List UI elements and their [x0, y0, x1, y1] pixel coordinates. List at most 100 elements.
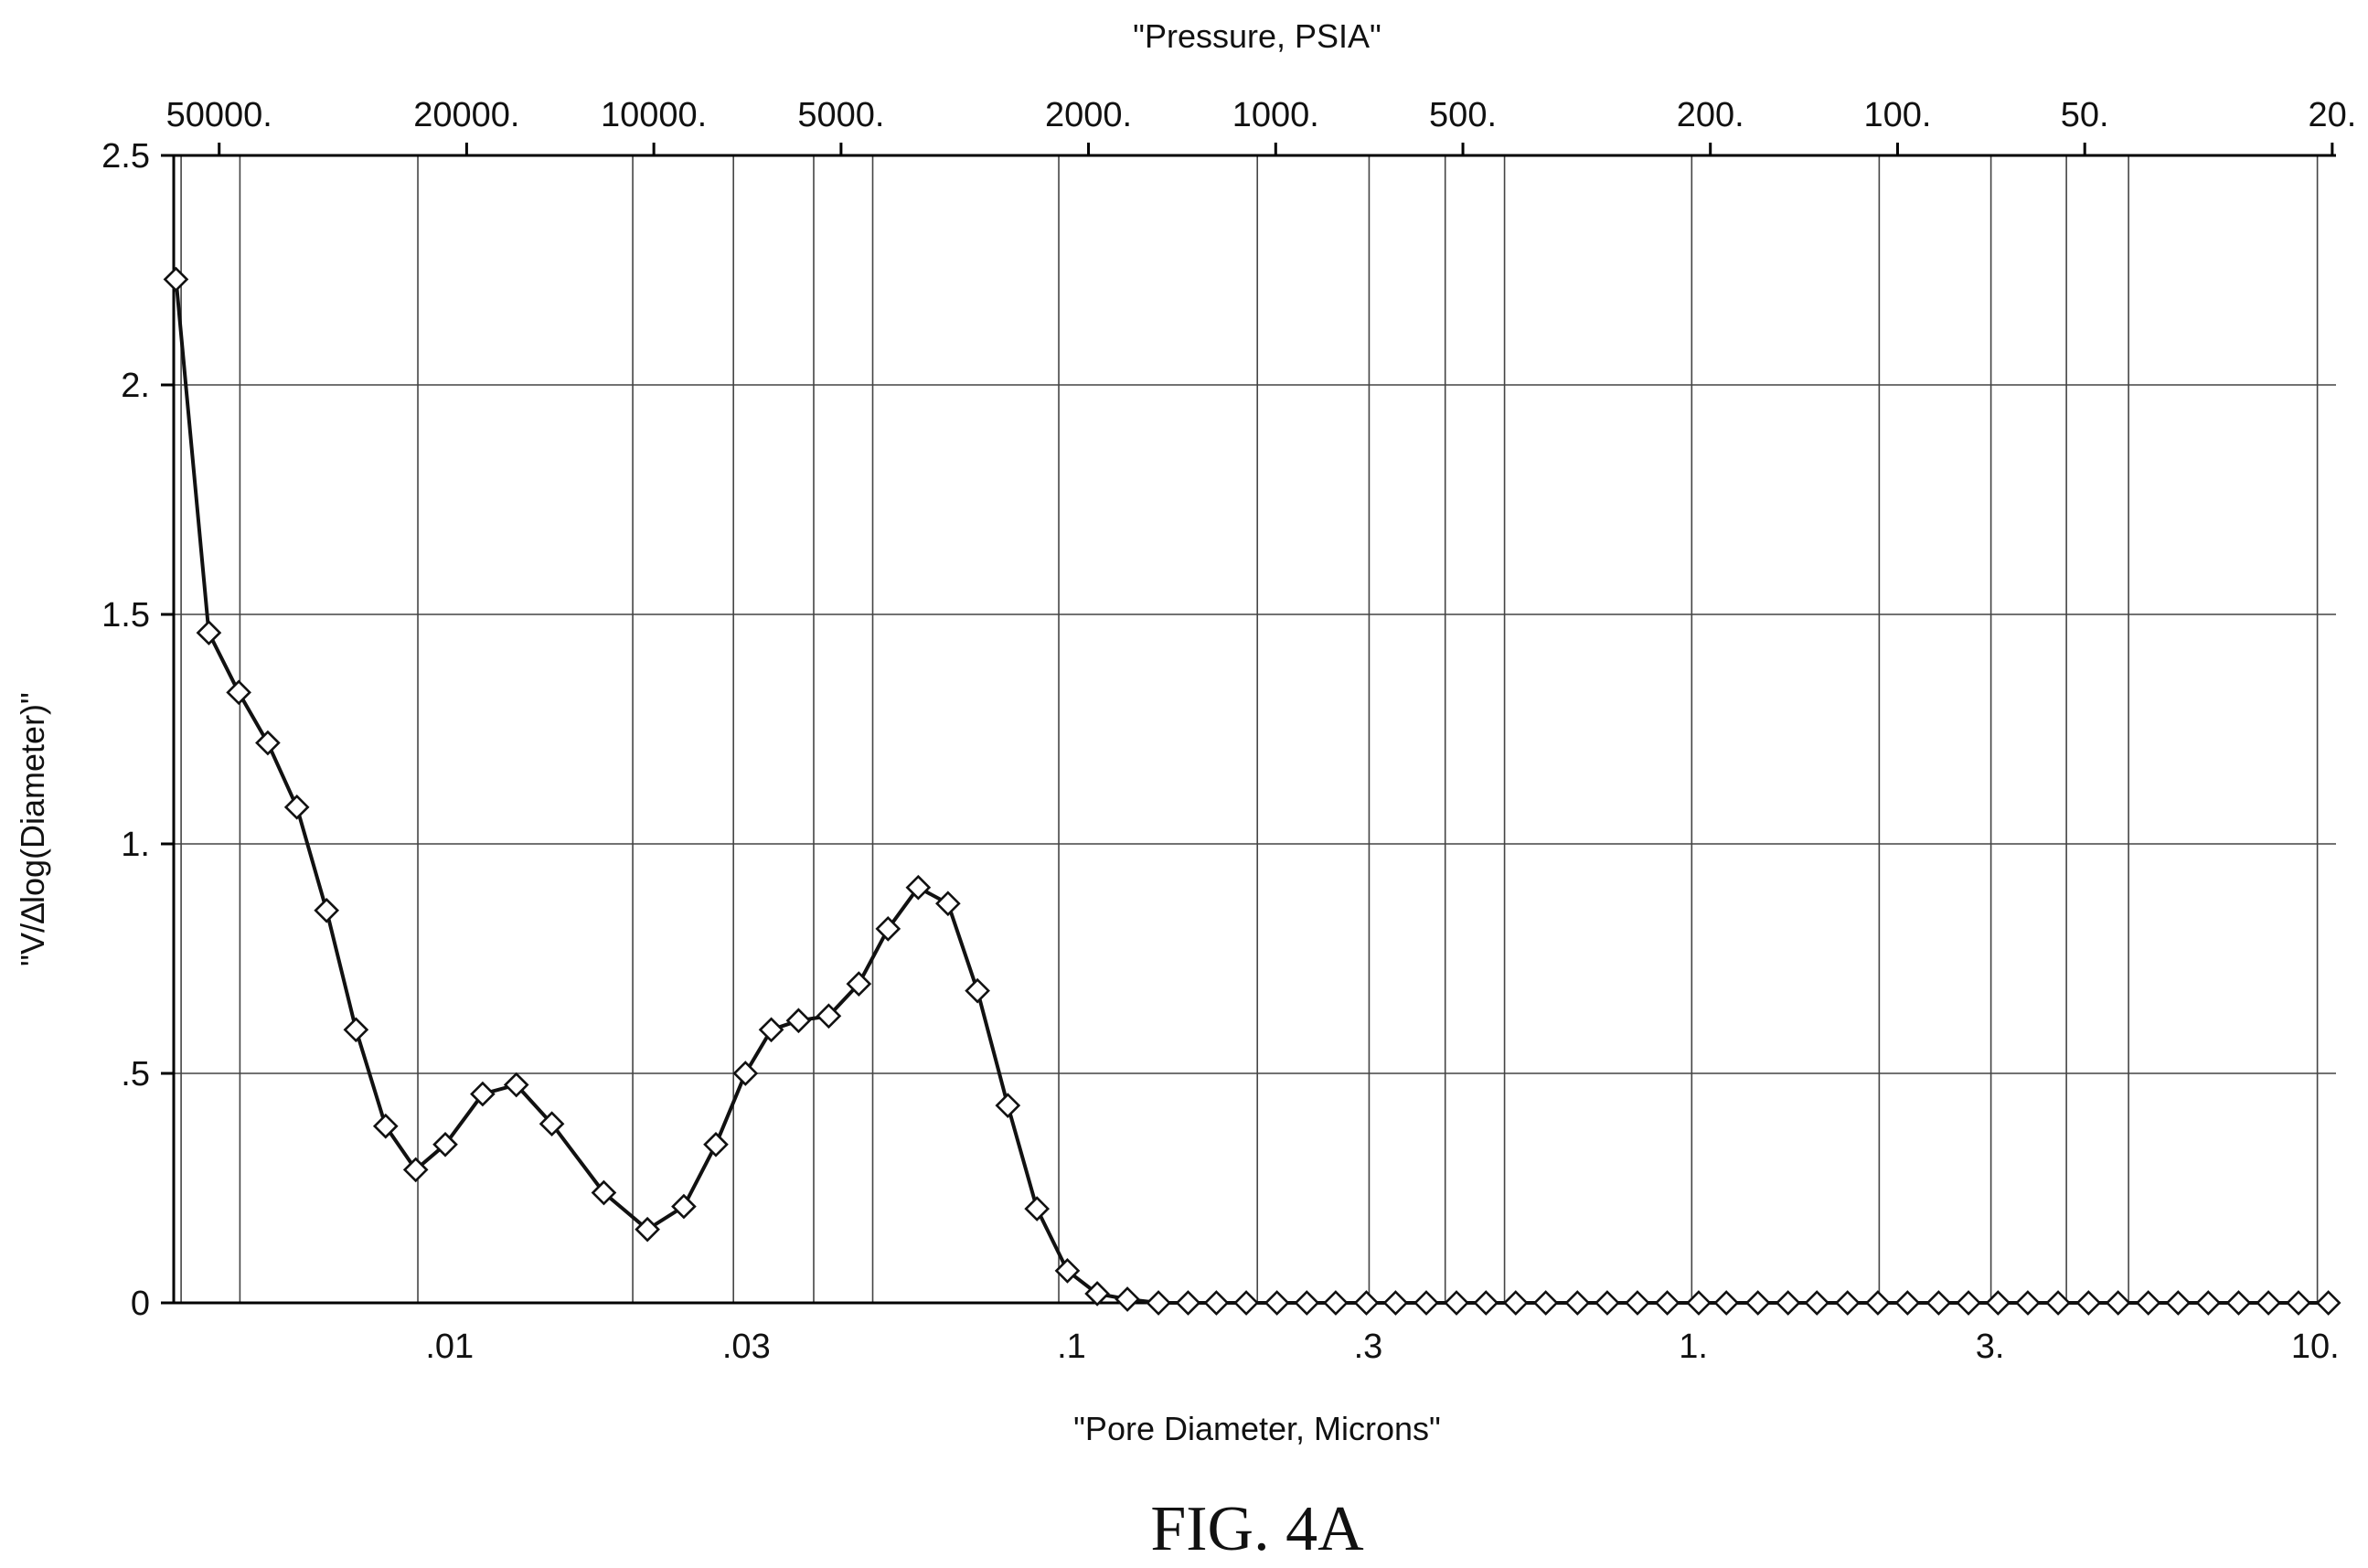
data-point-marker [1564, 1290, 1591, 1316]
data-point-marker [1775, 1290, 1801, 1316]
figure-caption: FIG. 4A [1150, 1494, 1364, 1564]
data-point-marker [1834, 1290, 1861, 1316]
data-point-marker [1115, 1286, 1140, 1312]
data-point-marker [402, 1157, 429, 1183]
y-tick-label: 2.5 [101, 137, 150, 176]
data-point-marker [816, 1003, 842, 1029]
x-tick-label: 10. [2291, 1328, 2340, 1366]
top-tick-label: 50000. [166, 96, 272, 134]
left-axis-title: "V/∆log(Diameter)" [14, 692, 51, 966]
data-point-marker [1203, 1290, 1230, 1316]
top-tick-label: 1000. [1232, 96, 1319, 134]
data-point-marker [283, 795, 310, 820]
data-point-marker [1054, 1258, 1081, 1284]
data-point-marker [343, 1017, 369, 1043]
data-point-marker [1956, 1290, 1981, 1316]
data-point-marker [1413, 1290, 1439, 1316]
data-point-marker [732, 1061, 759, 1086]
top-tick-label: 10000. [601, 96, 707, 134]
data-point-marker [226, 679, 251, 706]
data-point-marker [539, 1111, 565, 1137]
data-point-marker [2135, 1290, 2161, 1316]
top-tick-label: 50. [2061, 96, 2109, 134]
data-point-marker [846, 971, 872, 997]
data-point-marker [1532, 1290, 1559, 1316]
y-tick-label: 1. [121, 826, 150, 864]
data-point-marker [2286, 1290, 2311, 1316]
x-tick-label: 3. [1976, 1328, 2005, 1366]
data-point-marker [1444, 1290, 1469, 1316]
series-layer [163, 266, 2341, 1316]
x-tick-label: .1 [1057, 1328, 1086, 1366]
top-axis-title: "Pressure, PSIA" [1133, 17, 1381, 55]
data-point-marker [1595, 1290, 1620, 1316]
data-point-marker [1024, 1196, 1051, 1221]
data-point-marker [1804, 1290, 1830, 1316]
top-tick-label: 2000. [1045, 96, 1132, 134]
x-tick-label: .3 [1354, 1328, 1383, 1366]
x-tick-label: .03 [722, 1328, 771, 1366]
data-point-marker [372, 1113, 399, 1139]
data-point-marker [1713, 1290, 1740, 1316]
y-tick-label: 1.5 [101, 596, 150, 635]
y-tick-label: 2. [121, 367, 150, 405]
bottom-axis-title: "Pore Diameter, Microns" [1073, 1410, 1441, 1447]
data-point-marker [703, 1131, 729, 1157]
data-point-marker [1264, 1290, 1290, 1316]
data-point-marker [1654, 1290, 1680, 1316]
data-point-marker [470, 1081, 496, 1107]
data-point-marker [163, 266, 189, 293]
data-point-marker [1382, 1290, 1409, 1316]
x-tick-label: .01 [425, 1328, 474, 1366]
data-point-marker [2165, 1290, 2192, 1316]
data-point-marker [432, 1131, 458, 1157]
data-point-marker [1175, 1290, 1201, 1316]
data-point-marker [2015, 1290, 2041, 1316]
data-point-marker [671, 1193, 697, 1220]
data-point-marker [875, 916, 901, 942]
top-tick-label: 20. [2308, 96, 2356, 134]
data-point-marker [1473, 1290, 1499, 1316]
top-tick-label: 5000. [797, 96, 884, 134]
data-point-marker [635, 1216, 660, 1243]
top-tick-label: 100. [1863, 96, 1931, 134]
data-point-marker [758, 1017, 784, 1043]
top-tick-label: 200. [1677, 96, 1744, 134]
top-tick-label: 20000. [413, 96, 519, 134]
data-point-marker [1146, 1290, 1171, 1316]
data-point-marker [2105, 1290, 2131, 1316]
data-point-marker [2315, 1290, 2341, 1316]
data-point-marker [1294, 1290, 1320, 1316]
data-point-marker [1323, 1290, 1349, 1316]
data-point-marker [935, 891, 961, 917]
data-point-marker [965, 977, 990, 1004]
data-point-marker [1084, 1281, 1110, 1307]
y-tick-label: .5 [121, 1055, 150, 1093]
data-point-marker [1985, 1290, 2011, 1316]
data-point-marker [591, 1179, 617, 1206]
data-point-marker [255, 730, 281, 756]
data-point-marker [503, 1072, 529, 1098]
y-tick-label: 0 [131, 1285, 150, 1323]
top-tick-label: 500. [1429, 96, 1497, 134]
data-point-marker [2075, 1290, 2102, 1316]
x-tick-label: 1. [1679, 1328, 1708, 1366]
data-point-marker [1744, 1290, 1771, 1316]
data-point-marker [905, 874, 932, 901]
data-point-marker [196, 620, 222, 645]
data-point-marker [314, 897, 340, 923]
data-point-marker [1686, 1290, 1712, 1316]
data-point-marker [1894, 1290, 1921, 1316]
data-point-marker [1865, 1290, 1891, 1316]
data-point-marker [1502, 1290, 1529, 1316]
data-point-marker [2195, 1290, 2222, 1316]
data-point-marker [2256, 1290, 2281, 1316]
data-point-marker [2225, 1290, 2252, 1316]
data-point-marker [2045, 1290, 2071, 1316]
data-point-marker [785, 1008, 812, 1034]
data-point-marker [1925, 1290, 1952, 1316]
data-point-marker [1625, 1290, 1650, 1316]
labels-layer: "Pressure, PSIA" "Pore Diameter, Microns… [14, 17, 1441, 1564]
